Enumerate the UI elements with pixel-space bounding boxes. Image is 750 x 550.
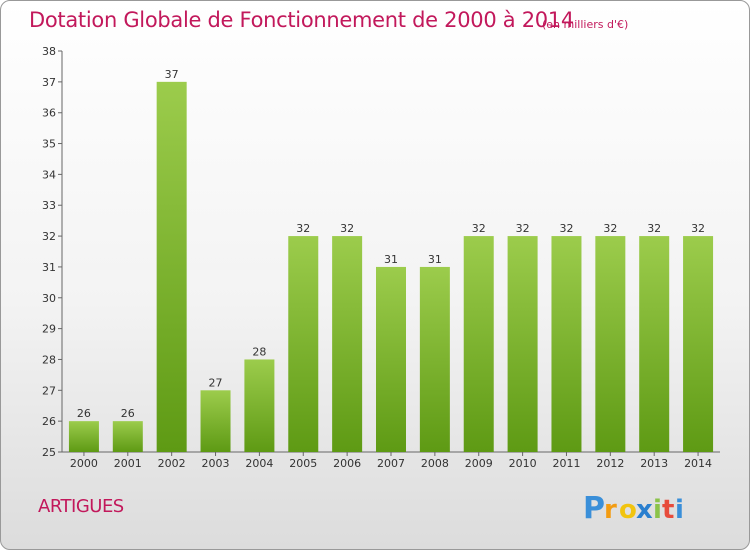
svg-text:i: i bbox=[653, 495, 662, 525]
bar bbox=[332, 236, 363, 452]
y-tick-label: 35 bbox=[42, 138, 56, 151]
x-tick-label: 2008 bbox=[421, 457, 449, 470]
data-label: 32 bbox=[647, 222, 661, 235]
x-tick-label: 2003 bbox=[202, 457, 230, 470]
x-tick-label: 2002 bbox=[158, 457, 186, 470]
y-tick-label: 38 bbox=[42, 45, 56, 58]
x-tick-label: 2014 bbox=[684, 457, 712, 470]
y-tick-label: 32 bbox=[42, 230, 56, 243]
data-label: 31 bbox=[384, 253, 398, 266]
bar bbox=[683, 236, 714, 452]
bar bbox=[551, 236, 582, 452]
data-label: 28 bbox=[252, 345, 266, 358]
bar bbox=[419, 266, 450, 452]
x-tick-label: 2010 bbox=[509, 457, 537, 470]
data-label: 32 bbox=[516, 222, 530, 235]
x-tick-label: 2009 bbox=[465, 457, 493, 470]
data-label: 31 bbox=[428, 253, 442, 266]
y-tick-label: 27 bbox=[42, 384, 56, 397]
bar bbox=[68, 421, 99, 452]
chart-title: Dotation Globale de Fonctionnement de 20… bbox=[29, 8, 574, 32]
y-tick-label: 34 bbox=[42, 168, 56, 181]
bar bbox=[463, 236, 494, 452]
svg-text:r: r bbox=[604, 495, 617, 525]
x-tick-label: 2007 bbox=[377, 457, 405, 470]
data-label: 32 bbox=[603, 222, 617, 235]
data-label: 26 bbox=[121, 407, 135, 420]
data-label: 37 bbox=[165, 68, 179, 81]
y-tick-label: 37 bbox=[42, 76, 56, 89]
x-tick-label: 2013 bbox=[640, 457, 668, 470]
y-tick-label: 33 bbox=[42, 199, 56, 212]
bar bbox=[595, 236, 626, 452]
commune-name: ARTIGUES bbox=[38, 496, 124, 517]
bar bbox=[200, 390, 231, 452]
y-tick-label: 31 bbox=[42, 261, 56, 274]
svg-text:t: t bbox=[662, 495, 674, 525]
x-tick-label: 2004 bbox=[245, 457, 273, 470]
data-label: 26 bbox=[77, 407, 91, 420]
x-tick-label: 2000 bbox=[70, 457, 98, 470]
data-label: 32 bbox=[691, 222, 705, 235]
y-tick-label: 26 bbox=[42, 415, 56, 428]
data-label: 27 bbox=[209, 376, 223, 389]
y-tick-label: 28 bbox=[42, 353, 56, 366]
y-tick-label: 30 bbox=[42, 292, 56, 305]
y-tick-label: 25 bbox=[42, 446, 56, 459]
bar bbox=[156, 81, 187, 452]
bar bbox=[507, 236, 538, 452]
chart-subtitle: (en milliers d'€) bbox=[542, 18, 629, 31]
x-tick-label: 2001 bbox=[114, 457, 142, 470]
data-label: 32 bbox=[296, 222, 310, 235]
y-tick-label: 36 bbox=[42, 107, 56, 120]
svg-text:i: i bbox=[675, 495, 684, 525]
data-label: 32 bbox=[340, 222, 354, 235]
data-label: 32 bbox=[472, 222, 486, 235]
x-tick-label: 2012 bbox=[596, 457, 624, 470]
x-tick-label: 2005 bbox=[289, 457, 317, 470]
bar bbox=[288, 236, 319, 452]
bar bbox=[376, 266, 406, 452]
svg-text:P: P bbox=[583, 491, 605, 525]
bar bbox=[639, 236, 670, 452]
bar-chart: 25 26 27 28 29 30 31 32 33 34 35 36 37 38 2000 26 2001 26… bbox=[42, 45, 720, 470]
x-tick-label: 2011 bbox=[552, 457, 580, 470]
x-tick-label: 2006 bbox=[333, 457, 361, 470]
bar bbox=[112, 421, 143, 452]
svg-text:o: o bbox=[619, 495, 637, 525]
y-tick-label: 29 bbox=[42, 323, 56, 336]
svg-text:x: x bbox=[636, 495, 653, 525]
data-label: 32 bbox=[559, 222, 573, 235]
proxiti-logo: P r o x i t i bbox=[583, 491, 684, 525]
bar bbox=[244, 359, 275, 452]
